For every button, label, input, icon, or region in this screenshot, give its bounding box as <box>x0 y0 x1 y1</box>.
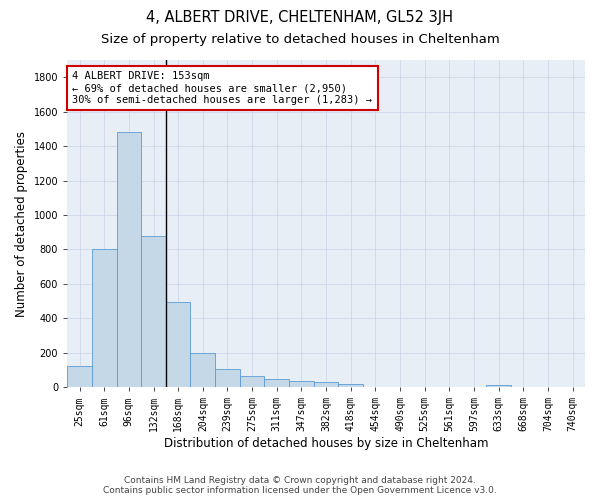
Bar <box>166 302 190 387</box>
Bar <box>92 250 116 387</box>
Bar <box>265 380 289 387</box>
Text: Size of property relative to detached houses in Cheltenham: Size of property relative to detached ho… <box>101 32 499 46</box>
Bar <box>116 132 141 387</box>
Bar <box>141 236 166 387</box>
Bar <box>240 376 265 387</box>
Text: 4, ALBERT DRIVE, CHELTENHAM, GL52 3JH: 4, ALBERT DRIVE, CHELTENHAM, GL52 3JH <box>146 10 454 25</box>
Bar <box>67 366 92 387</box>
Bar <box>338 384 363 387</box>
Text: Contains HM Land Registry data © Crown copyright and database right 2024.
Contai: Contains HM Land Registry data © Crown c… <box>103 476 497 495</box>
Bar <box>487 385 511 387</box>
Bar <box>314 382 338 387</box>
Bar <box>289 382 314 387</box>
Text: 4 ALBERT DRIVE: 153sqm
← 69% of detached houses are smaller (2,950)
30% of semi-: 4 ALBERT DRIVE: 153sqm ← 69% of detached… <box>73 72 373 104</box>
Y-axis label: Number of detached properties: Number of detached properties <box>15 130 28 316</box>
Bar <box>215 369 240 387</box>
X-axis label: Distribution of detached houses by size in Cheltenham: Distribution of detached houses by size … <box>164 437 488 450</box>
Bar <box>190 352 215 387</box>
